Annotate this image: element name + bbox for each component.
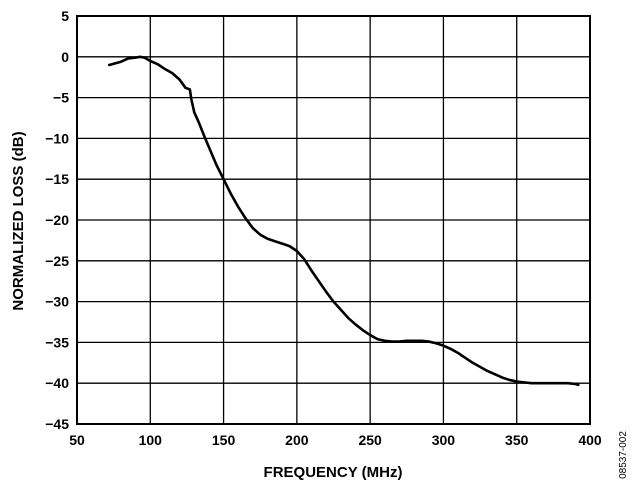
y-tick-label: −35 xyxy=(45,334,69,350)
y-tick-labels: 5 0 −5 −10 −15 −20 −25 −30 −35 −40 −45 xyxy=(45,8,69,432)
y-tick-label: −15 xyxy=(45,171,69,187)
x-tick-label: 400 xyxy=(578,432,602,448)
x-tick-label: 50 xyxy=(69,432,85,448)
y-tick-label: 0 xyxy=(61,49,69,65)
y-tick-label: −20 xyxy=(45,212,69,228)
x-tick-labels: 50 100 150 200 250 300 350 400 xyxy=(69,432,602,448)
x-tick-label: 150 xyxy=(212,432,236,448)
y-tick-label: −10 xyxy=(45,130,69,146)
y-tick-label: −40 xyxy=(45,375,69,391)
grid xyxy=(77,16,590,424)
y-axis-title: NORMALIZED LOSS (dB) xyxy=(10,131,27,310)
x-tick-label: 200 xyxy=(285,432,309,448)
x-tick-label: 250 xyxy=(358,432,382,448)
series-layer xyxy=(107,55,580,387)
y-tick-label: −25 xyxy=(45,253,69,269)
figure-code: 08537-002 xyxy=(618,431,629,479)
y-tick-label: 5 xyxy=(61,8,69,24)
x-tick-label: 100 xyxy=(139,432,163,448)
x-tick-label: 300 xyxy=(432,432,456,448)
y-tick-label: −30 xyxy=(45,294,69,310)
y-tick-label: −45 xyxy=(45,416,69,432)
plot-frame xyxy=(76,15,591,425)
x-tick-label: 350 xyxy=(505,432,529,448)
series-line xyxy=(107,55,580,387)
x-axis-title: FREQUENCY (MHz) xyxy=(264,464,403,481)
y-tick-label: −5 xyxy=(53,90,69,106)
